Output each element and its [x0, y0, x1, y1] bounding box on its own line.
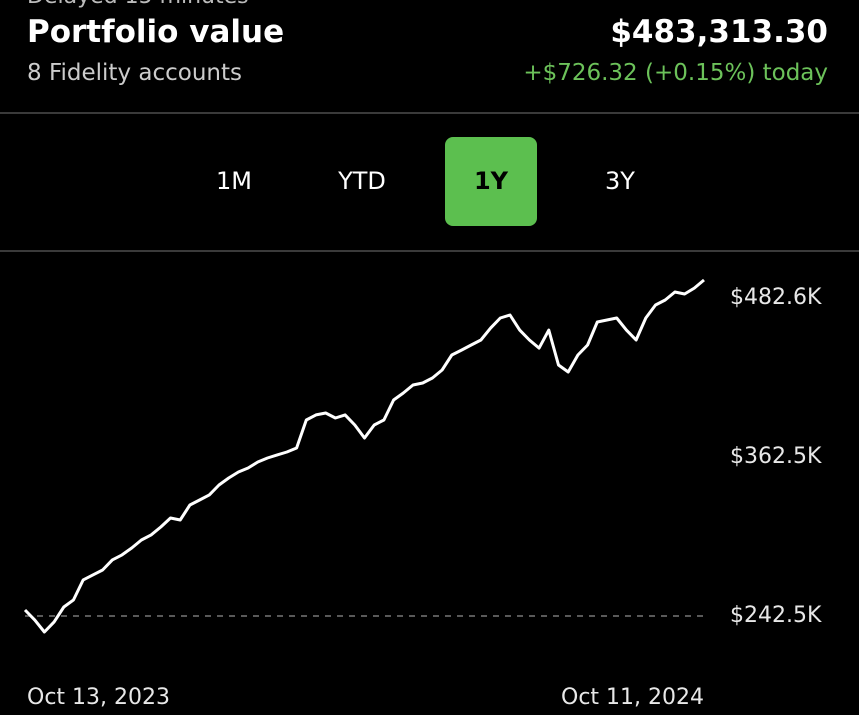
delay-notice: Delayed 15 minutes — [27, 0, 249, 9]
divider — [0, 250, 859, 252]
daily-change: +$726.32 (+0.15%) today — [523, 60, 828, 86]
y-tick-label: $242.5K — [730, 603, 822, 628]
y-tick-label: $482.6K — [730, 285, 822, 310]
range-tab[interactable]: 3Y — [605, 167, 635, 195]
range-tab[interactable]: 1Y — [445, 137, 537, 226]
accounts-count: 8 Fidelity accounts — [27, 60, 242, 86]
divider — [0, 112, 859, 114]
x-tick-label: Oct 11, 2024 — [561, 685, 704, 710]
portfolio-title: Portfolio value — [27, 14, 285, 50]
range-tab[interactable]: 1M — [216, 167, 252, 195]
portfolio-line — [23, 278, 705, 634]
range-tab[interactable]: YTD — [338, 167, 386, 195]
x-tick-label: Oct 13, 2023 — [27, 685, 170, 710]
y-tick-label: $362.5K — [730, 444, 822, 469]
portfolio-total: $483,313.30 — [610, 14, 828, 50]
